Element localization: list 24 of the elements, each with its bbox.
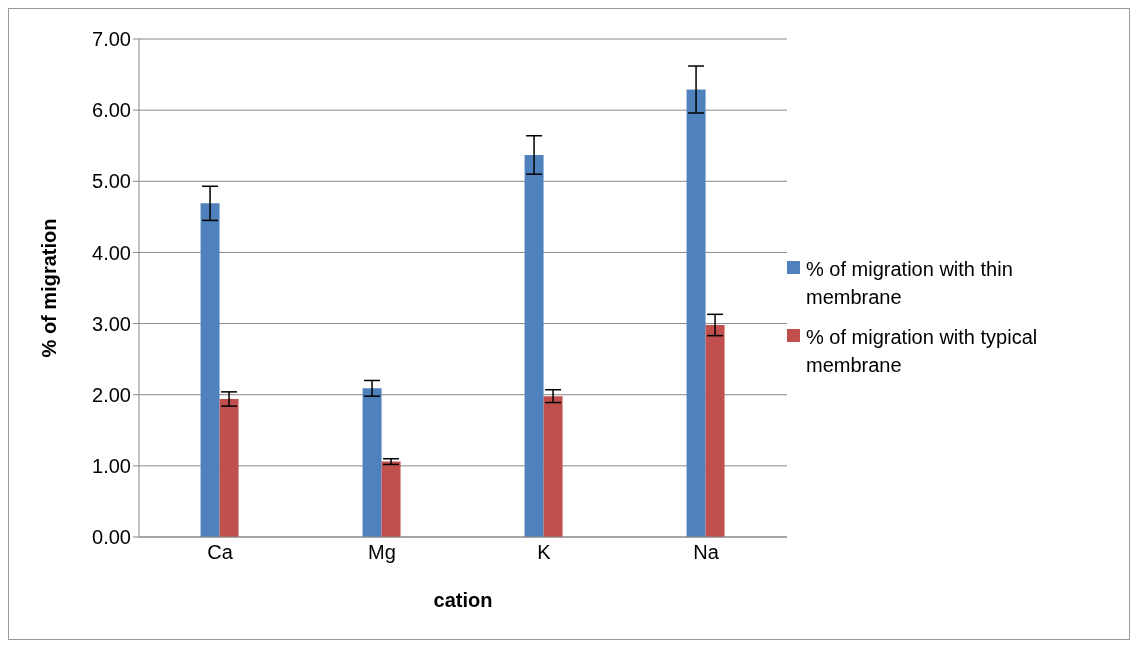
x-tick-label: Ca: [207, 541, 234, 564]
bar: [200, 203, 220, 537]
bar: [524, 154, 544, 537]
legend-label: % of migration with typical membrane: [806, 325, 1039, 378]
y-axis-title: % of migration: [38, 218, 61, 358]
bar: [686, 89, 706, 537]
bar: [219, 398, 239, 537]
bar: [705, 324, 725, 537]
legend-label: % of migration with thin membrane: [806, 257, 1014, 310]
y-tick-label: 6.00: [92, 99, 131, 122]
y-tick-label: 4.00: [92, 241, 131, 264]
y-tick-label: 5.00: [92, 170, 131, 193]
bar: [362, 388, 382, 537]
y-tick-label: 1.00: [92, 454, 131, 477]
x-axis-title: cation: [433, 589, 493, 611]
x-tick-label: Na: [693, 541, 720, 564]
x-tick-label: Mg: [368, 541, 396, 564]
y-tick-label: 2.00: [92, 383, 131, 406]
x-tick-label: K: [537, 541, 552, 564]
y-tick-label: 0.00: [92, 526, 131, 549]
bar: [381, 461, 401, 537]
bar: [543, 396, 563, 537]
y-tick-label: 7.00: [92, 28, 131, 51]
y-tick-label: 3.00: [92, 312, 131, 335]
